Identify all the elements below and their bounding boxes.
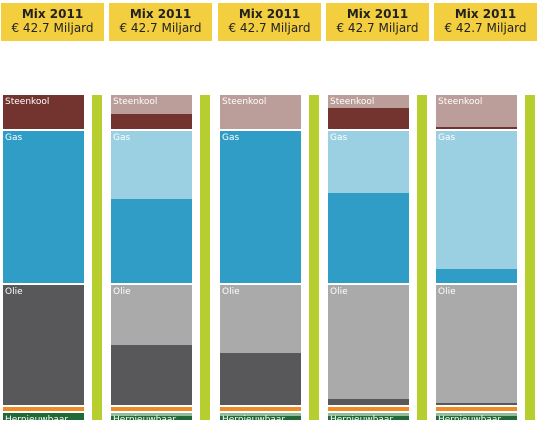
side-bar: [92, 95, 102, 420]
segment-orange-filled: [3, 407, 84, 411]
segment-olie: [328, 285, 409, 405]
segment-hernieuwbaar-filled: [436, 416, 517, 420]
segment-orange-filled: [328, 407, 409, 411]
panel-header: Mix 2011 € 42.7 Miljard: [326, 3, 429, 41]
segment-separator: [111, 411, 192, 413]
segment-separator: [328, 405, 409, 407]
segment-steenkool-filled: [328, 108, 409, 129]
segment-separator: [436, 129, 517, 131]
segment-gas-filled: [111, 199, 192, 283]
segment-steenkool: [220, 95, 301, 129]
segment-hernieuwbaar-filled: [328, 416, 409, 420]
segment-separator: [328, 411, 409, 413]
segment-gas: [436, 131, 517, 283]
panel-header: Mix 2011 € 42.7 Miljard: [1, 3, 104, 41]
panel-title: Mix 2011: [21, 7, 84, 21]
panel-subtitle: € 42.7 Miljard: [444, 21, 527, 35]
segment-hernieuwbaar-filled: [111, 416, 192, 420]
segment-olie-filled: [328, 399, 409, 405]
segment-separator: [436, 405, 517, 407]
segment-orange-filled: [436, 407, 517, 411]
segment-separator: [220, 129, 301, 131]
side-bar: [417, 95, 427, 420]
segment-separator: [111, 129, 192, 131]
panel-title: Mix 2011: [346, 7, 409, 21]
segment-hernieuwbaar-filled: [3, 413, 84, 420]
segment-separator: [220, 405, 301, 407]
segment-gas-filled: [3, 131, 84, 283]
panel-title: Mix 2011: [238, 7, 301, 21]
segment-olie: [436, 285, 517, 405]
side-bar: [525, 95, 535, 420]
segment-separator: [328, 129, 409, 131]
segment-separator: [111, 405, 192, 407]
panel-subtitle: € 42.7 Miljard: [228, 21, 311, 35]
segment-separator: [220, 411, 301, 413]
panel-title: Mix 2011: [454, 7, 517, 21]
side-bar: [309, 95, 319, 420]
segment-hernieuwbaar-filled: [220, 416, 301, 420]
segment-separator: [436, 411, 517, 413]
panel-subtitle: € 42.7 Miljard: [11, 21, 94, 35]
segment-gas-filled: [328, 193, 409, 283]
panel-header: Mix 2011 € 42.7 Miljard: [218, 3, 321, 41]
side-bar: [200, 95, 210, 420]
panel-subtitle: € 42.7 Miljard: [336, 21, 419, 35]
panel-title: Mix 2011: [129, 7, 192, 21]
segment-separator: [328, 283, 409, 285]
segment-gas-filled: [220, 131, 301, 283]
segment-separator: [111, 283, 192, 285]
panel-header: Mix 2011 € 42.7 Miljard: [434, 3, 537, 41]
segment-gas-filled: [436, 269, 517, 283]
segment-olie-filled: [3, 285, 84, 405]
panel-header: Mix 2011 € 42.7 Miljard: [109, 3, 212, 41]
segment-separator: [220, 283, 301, 285]
segment-olie-filled: [436, 403, 517, 405]
segment-steenkool-filled: [111, 114, 192, 129]
segment-separator: [3, 283, 84, 285]
segment-orange-filled: [111, 407, 192, 411]
segment-steenkool-filled: [436, 127, 517, 129]
segment-orange-filled: [220, 407, 301, 411]
segment-steenkool: [436, 95, 517, 129]
segment-olie-filled: [111, 345, 192, 405]
segment-olie-filled: [220, 353, 301, 405]
segment-separator: [3, 405, 84, 407]
panel-subtitle: € 42.7 Miljard: [119, 21, 202, 35]
segment-steenkool-filled: [3, 95, 84, 129]
segment-separator: [436, 283, 517, 285]
segment-separator: [3, 411, 84, 413]
segment-separator: [3, 129, 84, 131]
